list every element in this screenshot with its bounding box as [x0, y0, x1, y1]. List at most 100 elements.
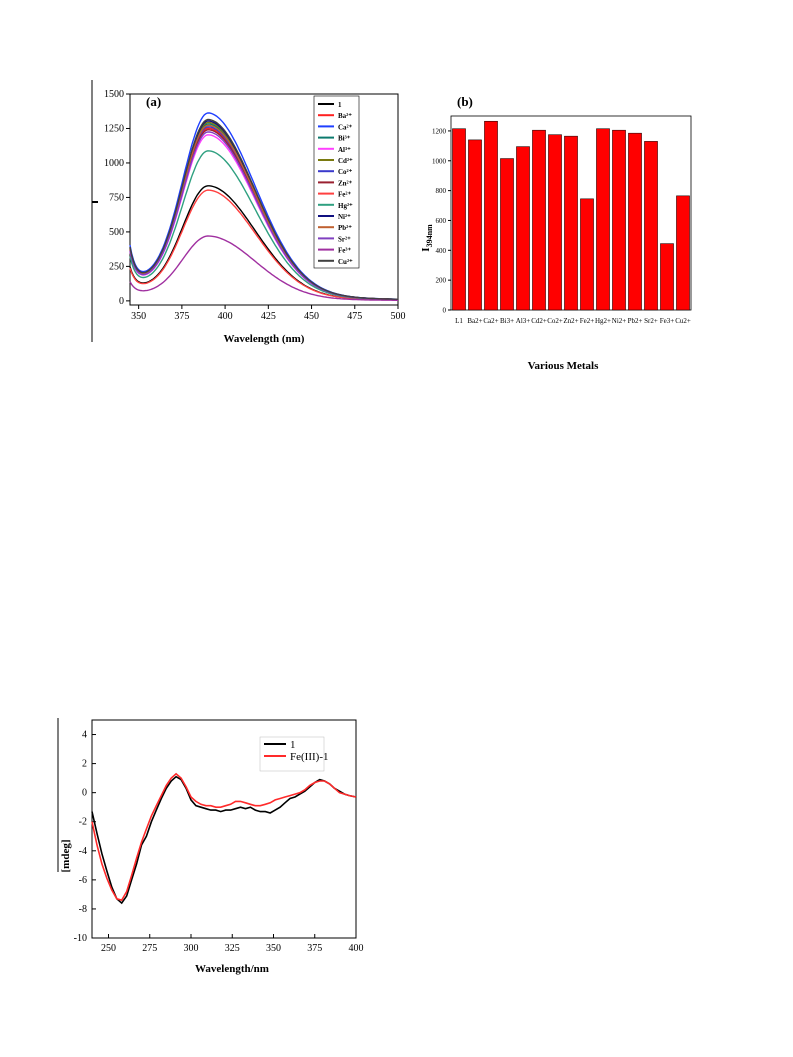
y-tick-label-c: -2 [79, 817, 87, 828]
series-line-a-13 [129, 235, 398, 301]
x-tick-label-b: Hg2+ [595, 317, 611, 325]
series-line-c-0 [91, 775, 357, 905]
x-axis-label-b: Various Metals [528, 360, 600, 372]
x-tick-label-b: Fe2+ [580, 317, 595, 325]
legend-label-a: Ca²⁺ [338, 123, 353, 131]
legend-label-a: Fe³⁺ [338, 247, 351, 255]
legend-box-c [259, 736, 325, 772]
y-tick-label-a: 1250 [104, 123, 124, 134]
cd-spectra-chart: [mdeg] 250 275 300 325 350 375 400 -10 -8 -6 -4 -2 0… [57, 718, 364, 975]
y-tick-label-a: 500 [109, 227, 124, 238]
bar-Co2+ [548, 134, 562, 311]
bar-Sr2+ [644, 141, 658, 311]
legend-label-a: Zn²⁺ [338, 179, 353, 187]
y-axis-label-c: [mdeg] [60, 840, 72, 873]
x-tick-label-b: Al3+ [516, 317, 531, 325]
y-tick-label-a: 750 [109, 192, 124, 203]
x-tick-label-b: Ca2+ [483, 317, 498, 325]
bar-L1 [452, 128, 466, 311]
x-tick-label-b: Co2+ [547, 317, 563, 325]
x-tick-label-c: 375 [307, 943, 322, 954]
x-tick-label-a: 425 [261, 311, 276, 322]
legend-a: 1 Ba²⁺ Ca²⁺ Bi³⁺ Al³⁺ Cd²⁺ Co²⁺ Zn²⁺ Fe²⁺ Hg²⁺ Ni²… [313, 95, 360, 269]
x-tick-label-b: Sr2+ [644, 317, 658, 325]
emission-spectra-chart: (a) 350 375 400 425 450 475 500 0 250 500 750 1000 1… [91, 80, 406, 345]
bar-Ba2+ [468, 139, 482, 311]
y-tick-label-c: -4 [79, 846, 87, 857]
y-tick-label-a: 1500 [104, 89, 124, 100]
bar-Cd2+ [532, 129, 546, 311]
x-tick-label-b: Cu2+ [675, 317, 691, 325]
panel-label-a: (a) [146, 94, 161, 109]
bar-Pb2+ [628, 132, 642, 311]
bar-Zn2+ [564, 135, 578, 311]
y-tick-label-c: 4 [82, 730, 87, 741]
legend-c: 1Fe(III)-1 [259, 736, 328, 772]
x-tick-label-a: 400 [218, 311, 233, 322]
x-tick-label-b: Zn2+ [563, 317, 578, 325]
legend-label-c: Fe(III)-1 [290, 751, 328, 763]
y-tick-label-b: 1000 [432, 157, 447, 165]
y-axis-label-b: I394nm [420, 224, 434, 252]
plot-area-c: 250 275 300 325 350 375 400 -10 -8 -6 -4 -2 0 2 4 [74, 719, 364, 954]
x-tick-label-a: 450 [304, 311, 319, 322]
legend-label-a: Pb²⁺ [338, 224, 352, 232]
legend-label-a: Cu²⁺ [338, 258, 353, 266]
legend-label-a: Bi³⁺ [338, 135, 351, 143]
bar-Hg2+ [596, 128, 610, 311]
x-tick-label-a: 475 [347, 311, 362, 322]
legend-label-a: Ba²⁺ [338, 112, 352, 120]
x-tick-label-a: 375 [174, 311, 189, 322]
bar-Fe3+ [660, 243, 674, 311]
series-line-a-14 [129, 118, 399, 300]
x-tick-label-a: 350 [131, 311, 146, 322]
plot-area-a: 350 375 400 425 450 475 500 0 250 500 750 1000 1250 1… [104, 89, 406, 322]
x-tick-label-b: Pb2+ [628, 317, 643, 325]
y-tick-label-a: 0 [119, 296, 124, 307]
bar-Ni2+ [612, 129, 626, 311]
legend-label-a: Co²⁺ [338, 168, 353, 176]
plot-frame-a [129, 93, 399, 306]
x-tick-label-b: L1 [455, 317, 463, 325]
x-tick-label-b: Bi3+ [500, 317, 514, 325]
y-axis-label-b-subscript: 394nm [425, 224, 434, 247]
y-tick-label-b: 400 [436, 247, 447, 255]
bar-Ca2+ [484, 120, 498, 311]
x-tick-label-c: 400 [349, 943, 364, 954]
y-tick-label-b: 600 [436, 217, 447, 225]
series-line-c-1 [91, 772, 357, 902]
y-tick-label-c: -8 [79, 904, 87, 915]
panel-label-b: (b) [457, 94, 473, 109]
y-tick-label-b: 800 [436, 187, 447, 195]
x-tick-label-b: Ba2+ [467, 317, 482, 325]
bar-Cu2+ [676, 195, 690, 311]
x-axis-label-c: Wavelength/nm [195, 963, 269, 975]
x-tick-label-c: 350 [266, 943, 281, 954]
y-tick-label-b: 0 [443, 307, 447, 315]
bar-Fe2+ [580, 198, 594, 311]
legend-label-a: Ni²⁺ [338, 213, 351, 221]
legend-label-a: Sr²⁺ [338, 235, 351, 243]
plot-frame-c [91, 719, 357, 939]
x-tick-label-b: Ni2+ [612, 317, 627, 325]
legend-label-a: Fe²⁺ [338, 191, 351, 199]
y-tick-label-a: 250 [109, 261, 124, 272]
series-line-a-8 [129, 189, 398, 301]
y-tick-label-c: 0 [82, 788, 87, 799]
x-tick-label-a: 500 [391, 311, 406, 322]
bar-Bi3+ [500, 158, 514, 311]
x-tick-label-c: 300 [184, 943, 199, 954]
x-tick-label-c: 250 [101, 943, 116, 954]
x-axis-label-a: Wavelength (nm) [224, 333, 305, 345]
x-tick-label-c: 325 [225, 943, 240, 954]
x-tick-label-b: Fe3+ [660, 317, 675, 325]
y-tick-label-b: 200 [436, 277, 447, 285]
y-tick-label-c: -10 [74, 933, 87, 944]
y-tick-label-c: -6 [79, 875, 87, 886]
x-tick-label-b: Cd2+ [531, 317, 547, 325]
y-tick-label-a: 1000 [104, 158, 124, 169]
x-tick-label-c: 275 [142, 943, 157, 954]
legend-label-a: Cd²⁺ [338, 157, 353, 165]
bar-Al3+ [516, 146, 530, 311]
